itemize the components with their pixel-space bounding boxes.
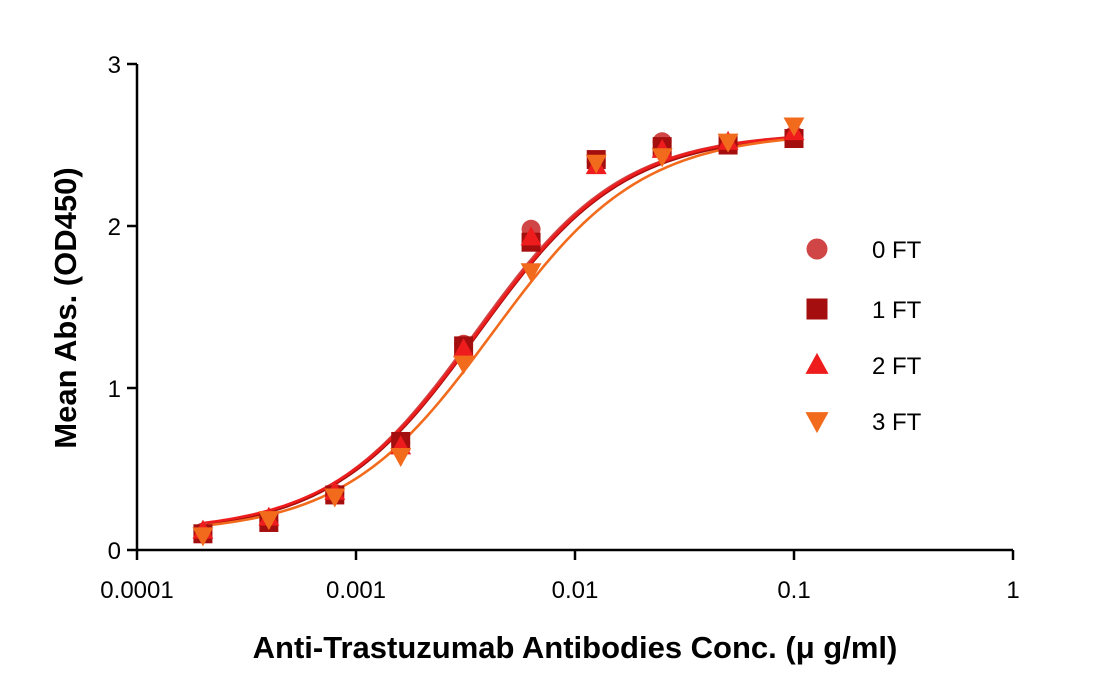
ticks: 0.0001 0.001 0.01 0.1 1 0 1 2 3 xyxy=(100,52,1019,604)
x-tick-label: 0.1 xyxy=(777,577,810,604)
x-axis-title: Anti-Trastuzumab Antibodies Conc. (μ g/m… xyxy=(253,630,898,665)
fit-curves xyxy=(202,135,795,528)
x-tick-label: 0.0001 xyxy=(100,577,173,604)
data-point-3-ft xyxy=(520,263,542,283)
legend-marker-0-ft xyxy=(806,238,828,260)
fit-curve-1-ft xyxy=(202,137,795,526)
x-tick-label: 1 xyxy=(1006,577,1019,604)
data-points xyxy=(192,117,805,547)
data-point-3-ft xyxy=(585,154,607,174)
y-tick-label: 3 xyxy=(108,52,121,79)
x-tick-label: 0.01 xyxy=(552,577,599,604)
data-point-3-ft xyxy=(783,117,805,137)
y-tick-label: 0 xyxy=(108,538,121,565)
data-point-3-ft xyxy=(390,447,412,467)
y-axis-title: Mean Abs. (OD450) xyxy=(48,167,83,448)
fit-curve-3-ft xyxy=(202,137,795,528)
data-point-3-ft xyxy=(192,527,214,547)
legend-marker-2-ft xyxy=(805,352,829,374)
data-point-3-ft xyxy=(324,488,346,508)
legend-label-0-ft: 0 FT xyxy=(872,237,922,264)
data-point-3-ft xyxy=(453,355,475,375)
data-point-3-ft xyxy=(717,133,739,153)
data-point-3-ft xyxy=(258,511,280,531)
legend-marker-1-ft xyxy=(806,298,828,320)
legend-label-3-ft: 3 FT xyxy=(872,409,922,436)
legend-label-2-ft: 2 FT xyxy=(872,353,922,380)
legend-marker-3-ft xyxy=(805,412,829,434)
data-point-3-ft xyxy=(651,148,673,168)
fit-curve-0-ft xyxy=(202,135,795,526)
x-tick-label: 0.001 xyxy=(326,577,386,604)
y-tick-label: 1 xyxy=(108,376,121,403)
y-tick-label: 2 xyxy=(108,214,121,241)
legend-label-1-ft: 1 FT xyxy=(872,297,922,324)
legend: 0 FT 1 FT 2 FT 3 FT xyxy=(805,237,922,436)
data-point-2-ft xyxy=(453,338,475,358)
data-point-2-ft xyxy=(520,226,542,246)
fit-curve-2-ft xyxy=(202,135,795,525)
